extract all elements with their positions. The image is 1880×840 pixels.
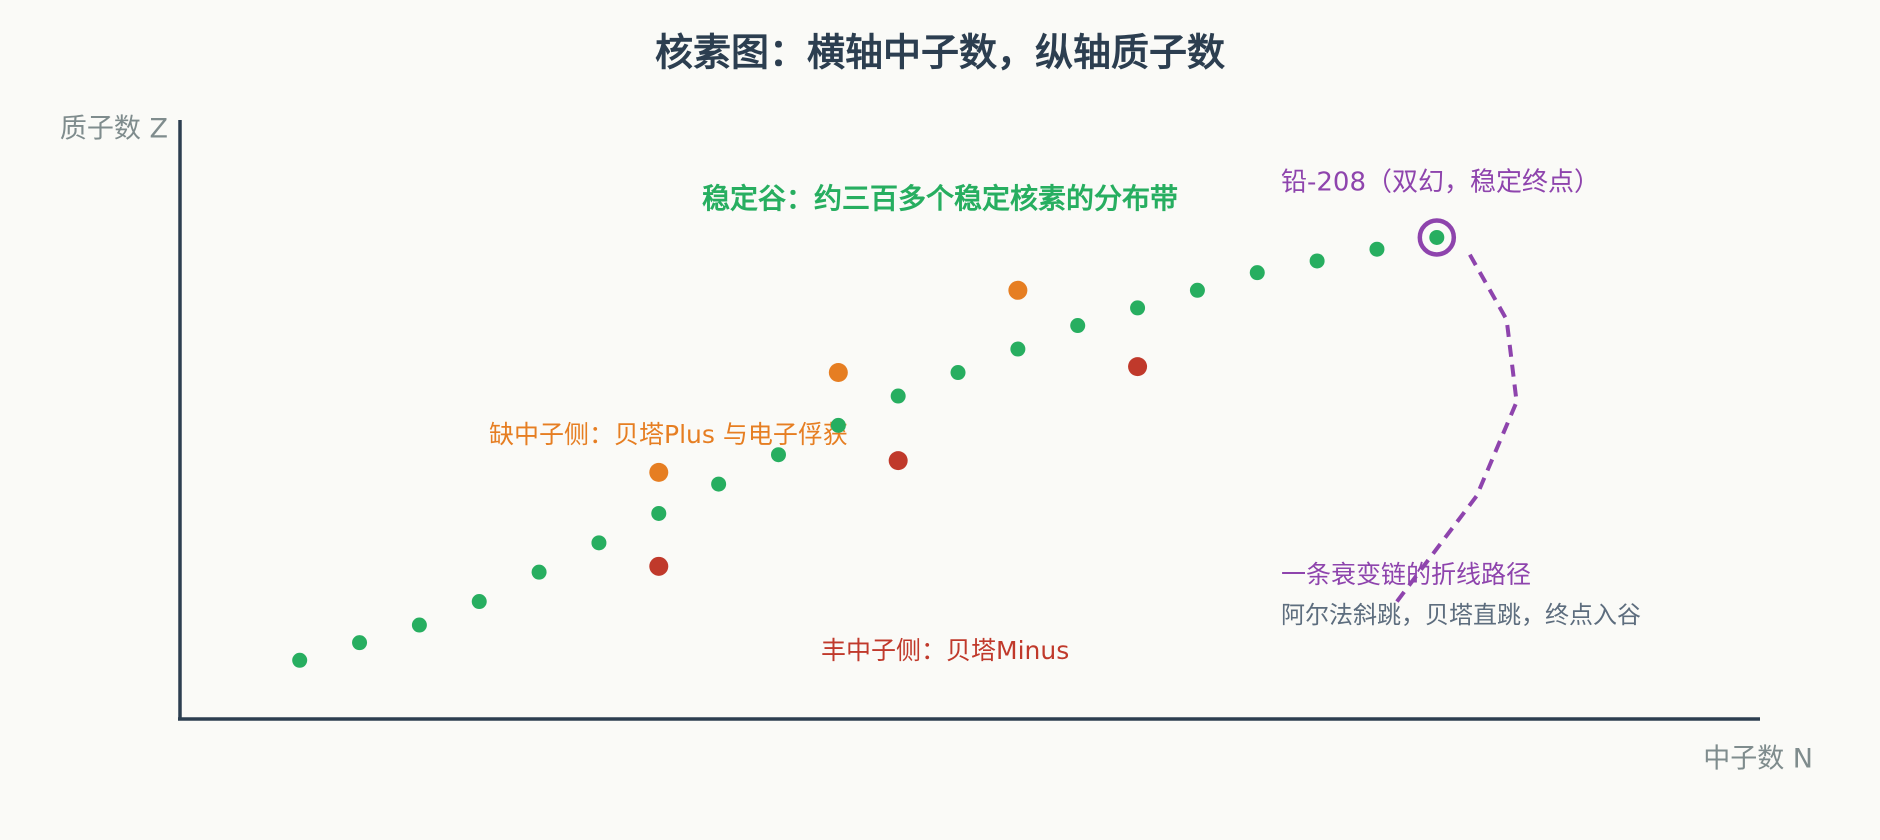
data-point: [828, 363, 848, 383]
annotation: 稳定谷：约三百多个稳定核素的分布带: [702, 182, 1178, 215]
data-point: [950, 365, 966, 381]
data-point: [649, 556, 669, 576]
data-point: [1008, 280, 1028, 300]
data-point: [770, 447, 786, 463]
data-point: [1070, 318, 1086, 334]
data-point: [1369, 241, 1385, 257]
data-point: [649, 462, 669, 482]
highlight-ring: [1417, 218, 1457, 257]
data-point: [591, 535, 607, 551]
data-point: [890, 388, 906, 404]
x-axis-label: 中子数 N: [1703, 744, 1813, 775]
data-point: [1128, 357, 1148, 377]
data-point: [292, 652, 308, 668]
data-point: [1189, 282, 1205, 298]
data-point: [352, 635, 368, 651]
y-axis-label: 质子数 Z: [60, 114, 168, 145]
annotation: 丰中子侧：贝塔Minus: [821, 636, 1069, 665]
annotation: 一条衰变链的折线路径: [1281, 560, 1531, 589]
data-point: [1429, 229, 1445, 245]
data-point: [651, 505, 667, 521]
data-point: [1249, 265, 1265, 281]
data-point: [711, 476, 727, 492]
annotation: 铅-208（双幻，稳定终点）: [1281, 168, 1600, 198]
annotation: 阿尔法斜跳，贝塔直跳，终点入谷: [1281, 601, 1641, 629]
data-point: [1130, 300, 1146, 316]
data-point: [888, 451, 908, 471]
annotation: 缺中子侧：贝塔Plus 与电子俘获: [489, 420, 848, 449]
data-point: [411, 617, 427, 633]
data-point: [830, 417, 846, 433]
data-point: [1309, 253, 1325, 269]
chart-title: 核素图：横轴中子数，纵轴质子数: [655, 31, 1225, 75]
decay-path: [1395, 248, 1519, 603]
data-point: [471, 594, 487, 610]
data-point: [531, 564, 547, 580]
data-point: [1010, 341, 1026, 357]
